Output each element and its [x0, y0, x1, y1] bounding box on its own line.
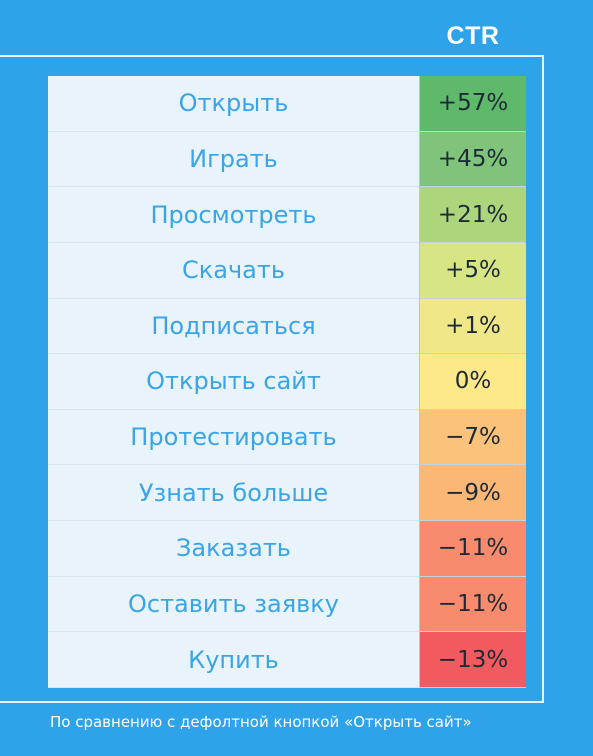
table-frame — [0, 55, 544, 703]
row-label: Открыть сайт — [48, 354, 419, 410]
ctr-value-cell: −11% — [419, 576, 526, 633]
row-label: Открыть — [48, 76, 419, 132]
table-row: Купить −13% — [48, 632, 526, 688]
row-label: Подписаться — [48, 299, 419, 355]
ctr-value-cell: +45% — [419, 131, 526, 188]
table-row: Оставить заявку −11% — [48, 576, 526, 633]
row-label: Купить — [48, 632, 419, 688]
table-row: Узнать больше −9% — [48, 465, 526, 522]
table-row: Скачать +5% — [48, 242, 526, 299]
ctr-value-cell: +1% — [419, 298, 526, 355]
row-label: Заказать — [48, 521, 419, 577]
table-row: Открыть сайт 0% — [48, 354, 526, 410]
ctr-value-cell: +5% — [419, 242, 526, 299]
row-label: Оставить заявку — [48, 577, 419, 633]
row-label: Узнать больше — [48, 465, 419, 522]
ctr-value-cell: −11% — [419, 521, 526, 577]
table-row: Протестировать −7% — [48, 409, 526, 466]
table-row: Подписаться +1% — [48, 298, 526, 355]
ctr-value-cell: −7% — [419, 409, 526, 466]
ctr-column-header: CTR — [446, 22, 500, 50]
table-row: Просмотреть +21% — [48, 187, 526, 243]
ctr-value-cell: −9% — [419, 465, 526, 522]
row-label: Играть — [48, 132, 419, 188]
table-row: Заказать −11% — [48, 521, 526, 577]
ctr-value-cell: −13% — [419, 632, 526, 688]
footnote: По сравнению с дефолтной кнопкой «Открыт… — [50, 713, 472, 731]
ctr-value-cell: +57% — [419, 76, 526, 132]
ctr-table: Открыть +57% Играть +45% Просмотреть +21% Скач… — [48, 76, 526, 688]
row-label: Просмотреть — [48, 187, 419, 243]
table-row: Играть +45% — [48, 131, 526, 188]
ctr-value-cell: +21% — [419, 187, 526, 243]
row-label: Скачать — [48, 243, 419, 299]
ctr-value-cell: 0% — [419, 354, 526, 410]
row-label: Протестировать — [48, 410, 419, 466]
table-row: Открыть +57% — [48, 76, 526, 132]
